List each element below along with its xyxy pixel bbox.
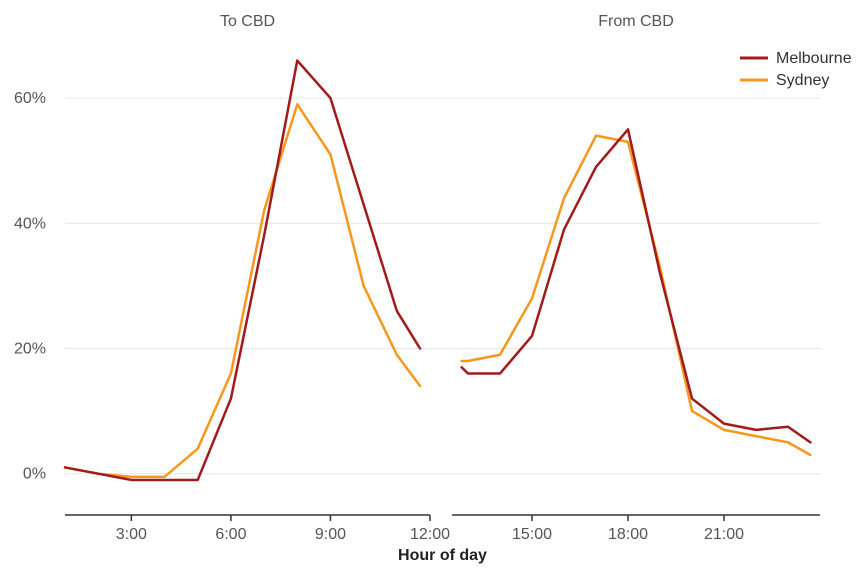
y-tick-label: 0% xyxy=(23,466,46,483)
chart-bg xyxy=(0,0,862,575)
y-tick-label: 20% xyxy=(14,340,46,357)
chart-svg: 0% 20% 40% 60% To CBD 3:00 6:00 9:00 12:00 From C… xyxy=(0,0,862,575)
x-tick-label: 21:00 xyxy=(704,526,744,543)
legend-label-melbourne: Melbourne xyxy=(776,50,852,67)
x-tick-label: 12:00 xyxy=(410,526,450,543)
x-tick-label: 9:00 xyxy=(315,526,346,543)
x-tick-label: 3:00 xyxy=(116,526,147,543)
x-tick-label: 18:00 xyxy=(608,526,648,543)
y-tick-label: 40% xyxy=(14,215,46,232)
x-axis-label: Hour of day xyxy=(398,547,487,564)
panel-title-to: To CBD xyxy=(220,13,275,30)
chart-container: 0% 20% 40% 60% To CBD 3:00 6:00 9:00 12:00 From C… xyxy=(0,0,862,575)
x-tick-label: 15:00 xyxy=(512,526,552,543)
y-tick-label: 60% xyxy=(14,90,46,107)
legend-label-sydney: Sydney xyxy=(776,72,829,89)
panel-title-from: From CBD xyxy=(598,13,674,30)
x-tick-label: 6:00 xyxy=(215,526,246,543)
